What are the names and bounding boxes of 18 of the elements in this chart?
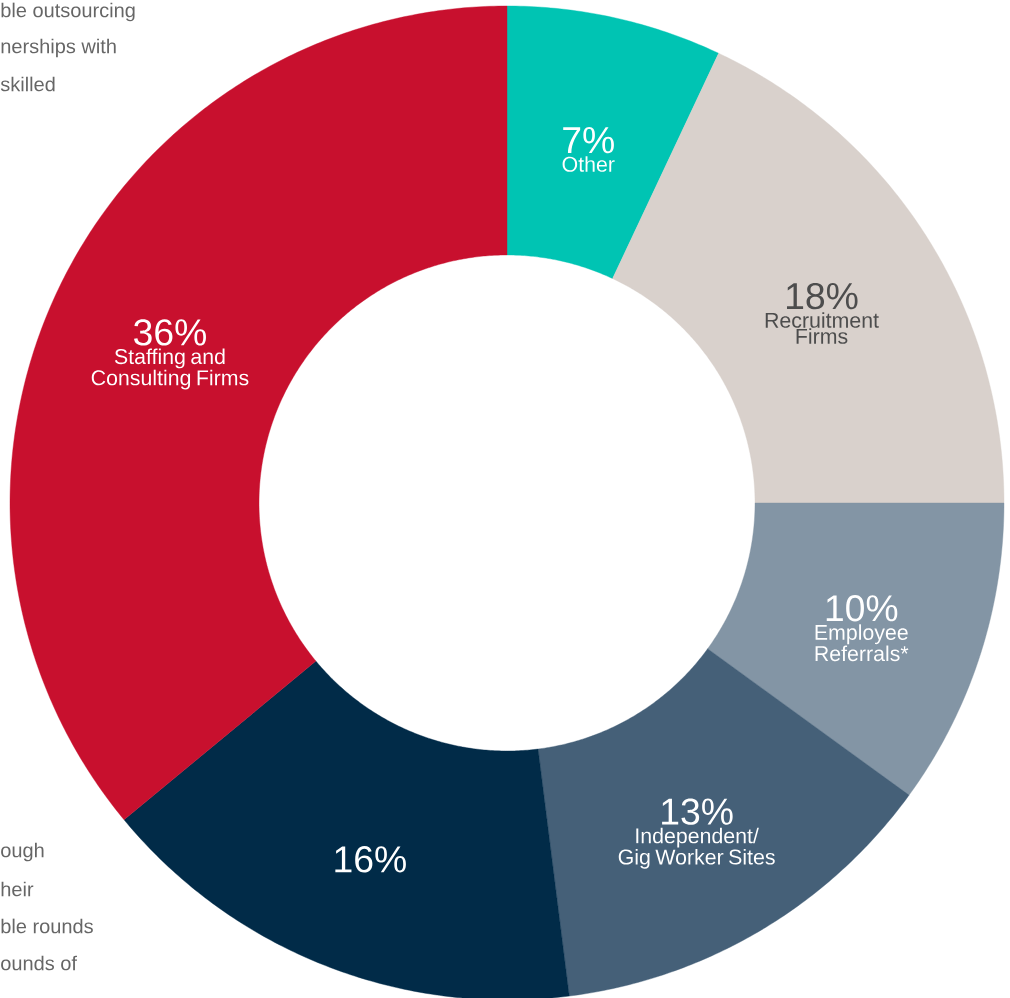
slice-label: Recruitment Firms bbox=[765, 312, 879, 344]
slice-label: Independent/ Gig Worker Sites bbox=[618, 827, 775, 869]
slice-label: Other bbox=[562, 156, 615, 172]
slice-label: Employee Referrals* bbox=[815, 624, 909, 662]
text: ough bbox=[1, 842, 44, 862]
data-label: 10% bbox=[826, 595, 898, 622]
text: heir bbox=[1, 881, 34, 897]
data-label: 36% bbox=[134, 319, 206, 346]
data-label: 7% bbox=[563, 127, 614, 154]
data-label: 13% bbox=[662, 798, 733, 825]
text: nerships with bbox=[1, 38, 116, 58]
text: ounds of bbox=[1, 955, 77, 971]
text: ble outsourcing bbox=[1, 2, 135, 22]
data-label: 16% bbox=[335, 846, 406, 873]
text: skilled bbox=[0, 76, 55, 92]
text: ble rounds bbox=[1, 918, 93, 934]
slice-label: Staffing and Consulting Firms bbox=[91, 348, 249, 390]
data-label: 18% bbox=[787, 282, 858, 310]
